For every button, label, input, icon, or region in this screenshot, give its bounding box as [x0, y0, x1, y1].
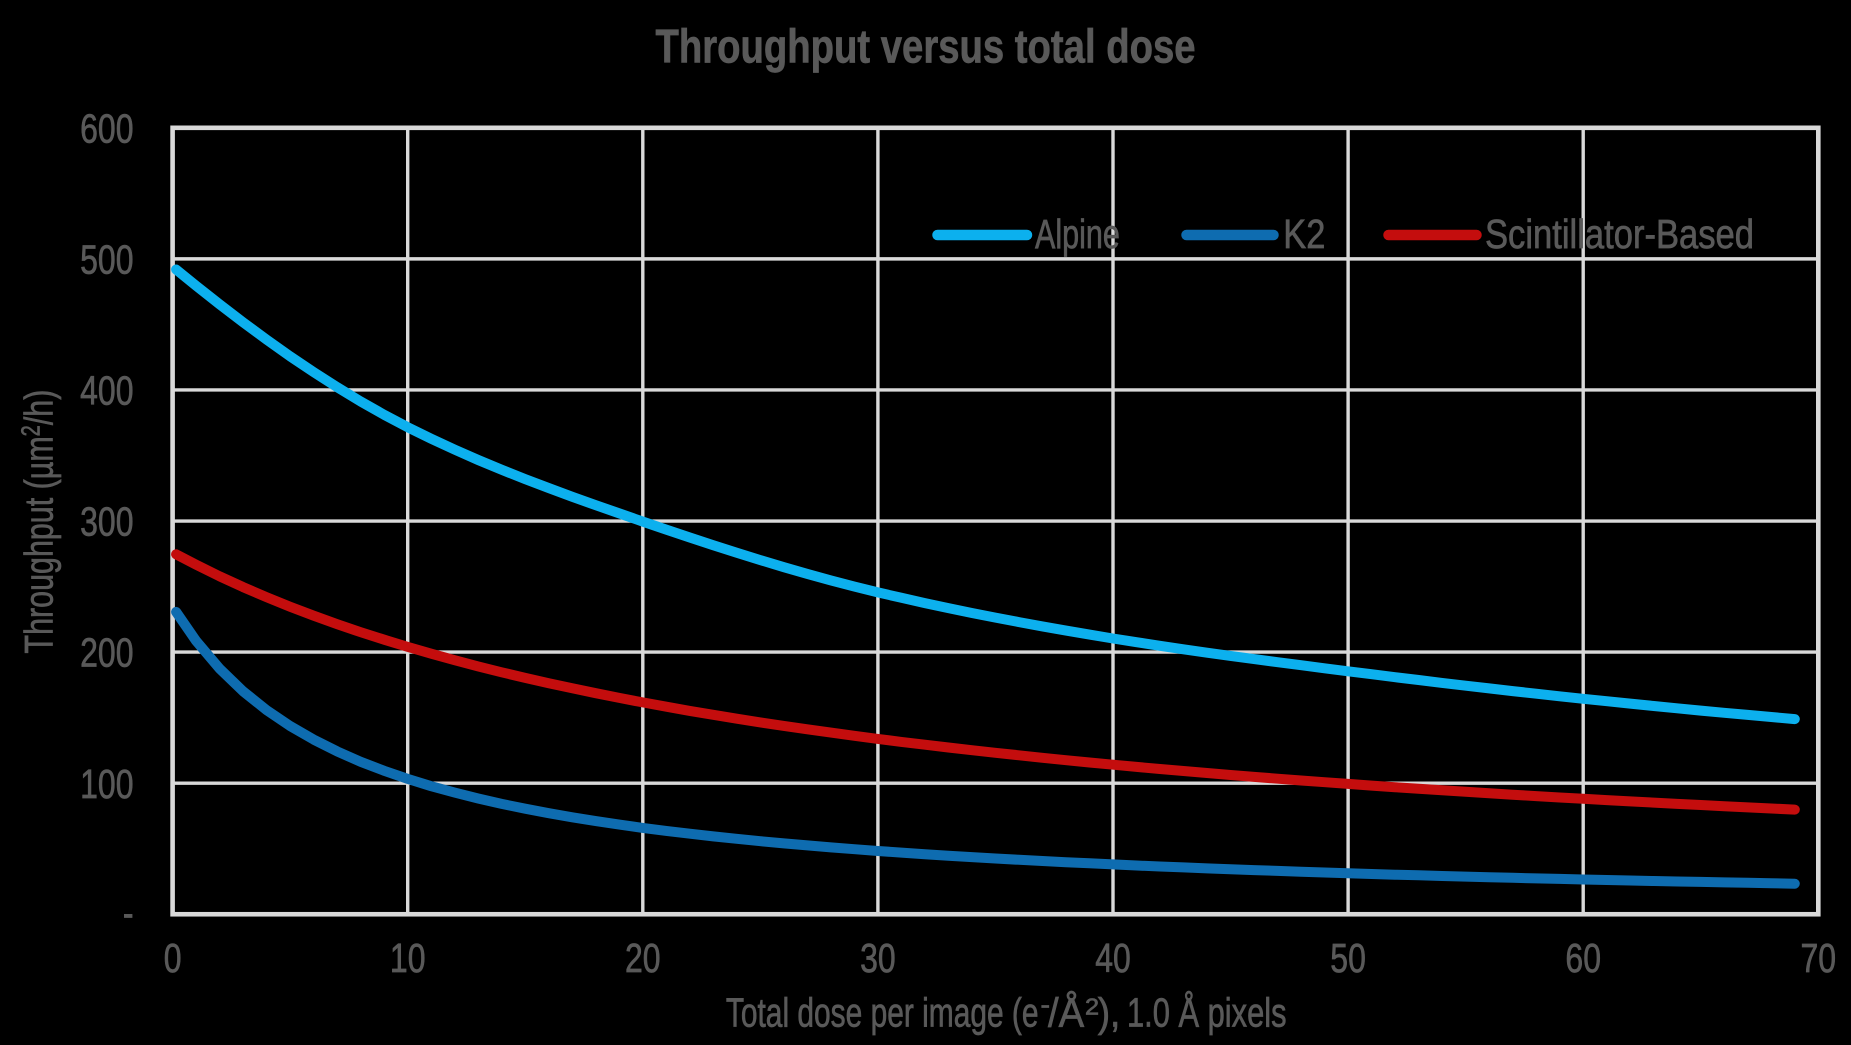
svg-text:10: 10 [390, 935, 426, 980]
svg-text:-: - [1041, 990, 1051, 1019]
svg-text:40: 40 [1095, 935, 1131, 980]
svg-text:600: 600 [80, 106, 133, 151]
svg-text:Scintillator-Based: Scintillator-Based [1485, 211, 1754, 256]
svg-text:500: 500 [80, 237, 133, 282]
svg-text:50: 50 [1330, 935, 1366, 980]
svg-text:K2: K2 [1283, 211, 1325, 256]
svg-text:70: 70 [1801, 935, 1837, 980]
svg-text:200: 200 [80, 630, 133, 675]
svg-text:20: 20 [625, 935, 661, 980]
svg-text:60: 60 [1565, 935, 1601, 980]
svg-text:Alpine: Alpine [1035, 212, 1120, 257]
svg-text:),: ), [1098, 991, 1121, 1036]
svg-text:2: 2 [1085, 995, 1099, 1021]
svg-text:100: 100 [80, 761, 133, 806]
svg-text:Throughput versus total dose: Throughput versus total dose [655, 21, 1195, 74]
svg-text:/Å: /Å [1048, 991, 1085, 1036]
svg-text:1.0 Å pixels: 1.0 Å pixels [1127, 989, 1287, 1035]
svg-text:Total dose per image (e: Total dose per image (e [726, 990, 1039, 1035]
svg-text:30: 30 [860, 935, 896, 980]
svg-text:-: - [123, 890, 134, 935]
svg-text:0: 0 [164, 935, 182, 980]
svg-text:300: 300 [80, 499, 133, 544]
svg-text:400: 400 [80, 368, 133, 413]
